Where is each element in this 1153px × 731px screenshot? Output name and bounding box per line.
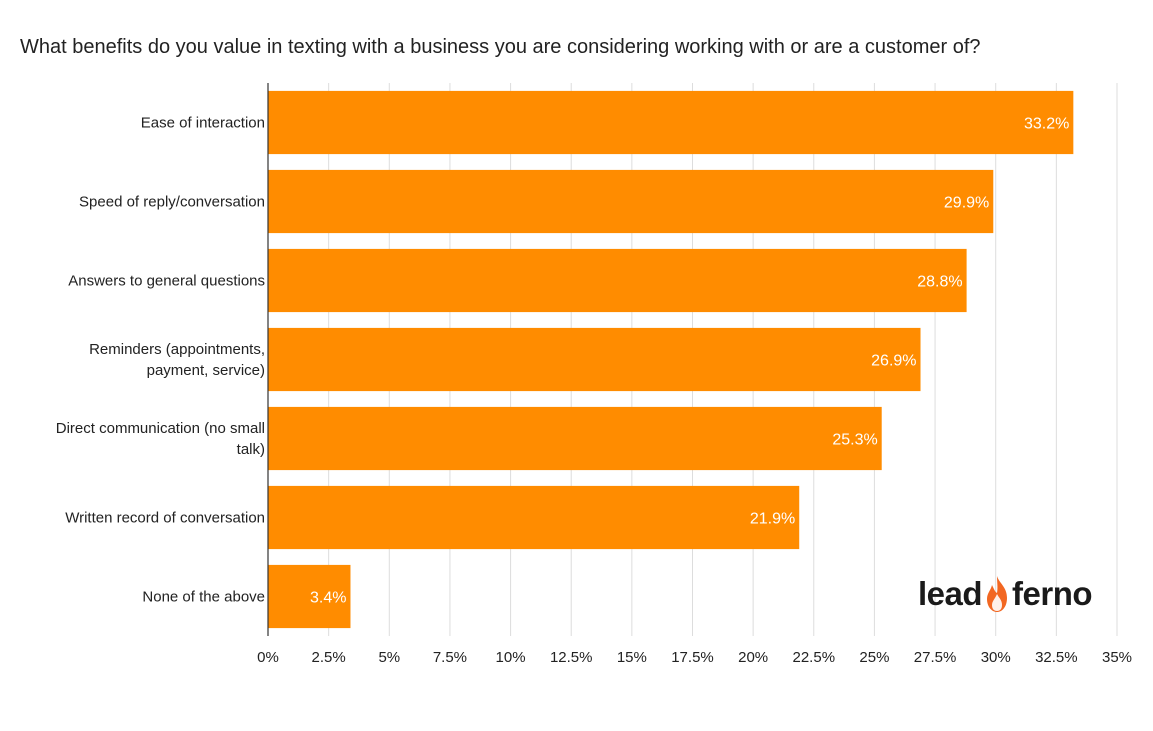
category-label: Ease of interaction bbox=[141, 115, 265, 132]
logo-text-left: lead bbox=[918, 575, 983, 612]
bar bbox=[268, 406, 882, 471]
x-tick-label: 27.5% bbox=[914, 649, 957, 666]
data-label: 25.3% bbox=[832, 432, 877, 449]
x-tick-label: 12.5% bbox=[550, 649, 593, 666]
logo-text-right: ferno bbox=[1012, 575, 1093, 612]
category-label: Speed of reply/conversation bbox=[79, 194, 265, 211]
leadferno-logo: lead ferno bbox=[918, 572, 1093, 616]
chart-title: What benefits do you value in texting wi… bbox=[20, 36, 981, 58]
category-label: None of the above bbox=[142, 589, 265, 606]
x-axis-ticks: 0% 2.5% 5% 7.5% 10% 12.5% 15% 17.5% 20% 22.5% 25% 2… bbox=[257, 649, 1132, 666]
bar bbox=[268, 248, 967, 313]
x-tick-label: 10% bbox=[496, 649, 526, 666]
x-tick-label: 7.5% bbox=[433, 649, 467, 666]
category-label: Direct communication (no small talk) bbox=[56, 420, 265, 458]
data-label: 3.4% bbox=[310, 590, 346, 607]
data-label: 28.8% bbox=[917, 274, 962, 291]
x-tick-label: 0% bbox=[257, 649, 279, 666]
x-tick-label: 17.5% bbox=[671, 649, 714, 666]
bars: 33.2% 29.9% 28.8% 26.9% 25.3% 21.9% 3.4% bbox=[268, 90, 1074, 629]
bar bbox=[268, 327, 921, 392]
data-label: 29.9% bbox=[944, 195, 989, 212]
x-tick-label: 2.5% bbox=[312, 649, 346, 666]
category-label: Written record of conversation bbox=[65, 510, 265, 527]
x-tick-label: 20% bbox=[738, 649, 768, 666]
x-tick-label: 22.5% bbox=[793, 649, 836, 666]
bar bbox=[268, 485, 800, 550]
x-tick-label: 25% bbox=[859, 649, 889, 666]
flame-icon bbox=[987, 576, 1008, 612]
data-label: 26.9% bbox=[871, 353, 916, 370]
category-labels: Ease of interaction Speed of reply/conver… bbox=[56, 115, 265, 606]
category-label: Answers to general questions bbox=[68, 273, 265, 290]
bar bbox=[268, 564, 351, 629]
x-tick-label: 32.5% bbox=[1035, 649, 1078, 666]
x-tick-label: 30% bbox=[981, 649, 1011, 666]
x-tick-label: 15% bbox=[617, 649, 647, 666]
x-tick-label: 35% bbox=[1102, 649, 1132, 666]
bar bbox=[268, 169, 994, 234]
x-tick-label: 5% bbox=[378, 649, 400, 666]
data-label: 21.9% bbox=[750, 511, 795, 528]
bar bbox=[268, 90, 1074, 155]
data-label: 33.2% bbox=[1024, 116, 1069, 133]
category-label: Reminders (appointments, payment, service… bbox=[89, 341, 265, 379]
